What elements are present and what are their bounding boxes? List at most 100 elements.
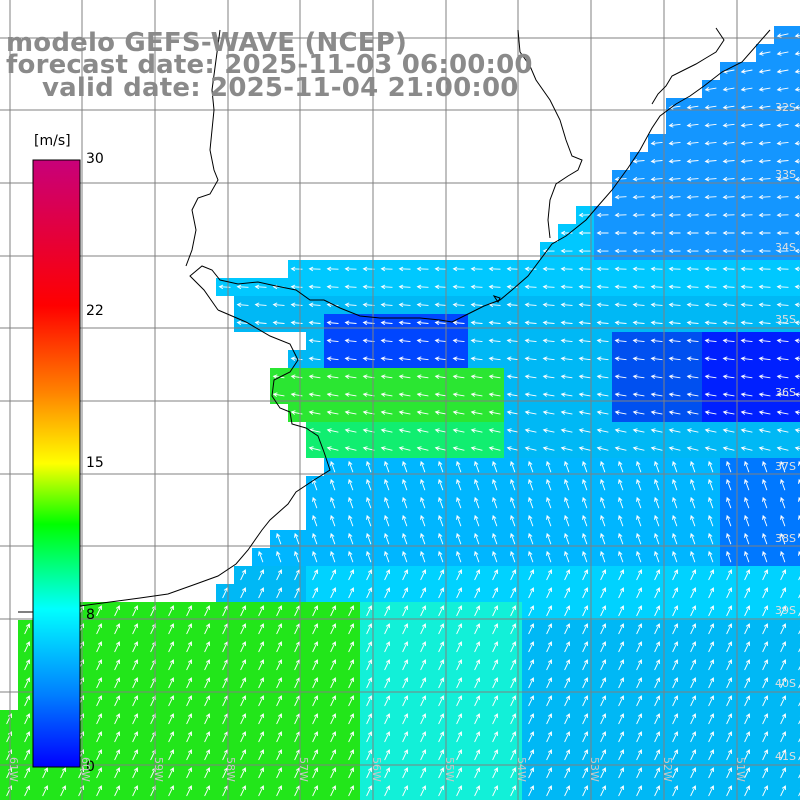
wind-arrow: [668, 212, 681, 218]
wind-arrow: [704, 248, 717, 254]
wind-arrow: [596, 266, 609, 272]
wind-arrow: [596, 284, 609, 290]
wind-arrow: [600, 496, 606, 509]
wind-arrow: [654, 785, 661, 797]
wind-arrow: [672, 695, 679, 707]
wind-arrow: [780, 514, 786, 527]
wind-arrow: [474, 460, 480, 473]
wind-arrow: [636, 569, 643, 581]
wind-arrow: [690, 641, 697, 653]
wind-arrow: [326, 356, 339, 361]
wind-arrow: [420, 623, 427, 635]
wind-arrow: [254, 320, 267, 326]
wind-arrow: [456, 731, 463, 743]
wind-arrow: [132, 749, 139, 761]
wind-arrow: [452, 410, 465, 415]
wind-arrow: [114, 659, 121, 671]
wind-arrow: [330, 677, 337, 689]
wind-arrow: [672, 713, 679, 725]
wind-arrow: [596, 212, 609, 218]
wind-arrow: [758, 446, 771, 451]
wind-arrow: [402, 496, 408, 509]
wind-arrow: [758, 428, 771, 433]
wind-arrow: [560, 248, 573, 254]
wind-arrow: [506, 428, 519, 433]
wind-arrow: [780, 605, 787, 617]
wind-arrow: [78, 785, 85, 797]
wind-arrow: [758, 176, 771, 182]
wind-arrow: [492, 659, 499, 671]
wind-arrow: [330, 695, 337, 707]
wind-arrow: [546, 496, 552, 509]
wind-arrow: [744, 623, 751, 635]
wind-arrow: [384, 587, 391, 599]
wind-arrow: [492, 749, 499, 761]
wind-arrow: [308, 284, 321, 290]
wind-arrow: [762, 478, 768, 491]
wind-arrow: [258, 569, 265, 581]
wind-arrow: [794, 356, 800, 361]
wind-arrow: [668, 284, 681, 290]
wind-arrow: [704, 410, 717, 415]
wind-arrow: [330, 785, 337, 797]
wind-arrow: [546, 731, 553, 743]
colorbar-unit: [m/s]: [34, 133, 71, 149]
wind-arrow: [420, 478, 426, 491]
wind-arrow: [492, 713, 499, 725]
wind-arrow: [686, 410, 699, 415]
wind-arrow: [488, 338, 501, 344]
wind-arrow: [668, 248, 681, 254]
wind-arrow: [582, 623, 589, 635]
wind-arrow: [578, 374, 591, 379]
wind-arrow: [704, 87, 717, 92]
wind-arrow: [452, 302, 465, 308]
wind-arrow: [344, 374, 357, 379]
wind-arrow: [96, 785, 103, 797]
wind-cell: [792, 566, 800, 584]
wind-arrow: [596, 320, 609, 326]
wind-arrow: [618, 460, 624, 473]
wind-arrow: [704, 266, 717, 272]
wind-arrow: [240, 713, 247, 725]
wind-arrow: [330, 713, 337, 725]
wind-arrow: [402, 731, 409, 743]
wind-arrow: [542, 284, 555, 290]
wind-arrow: [294, 550, 300, 563]
wind-arrow: [776, 69, 789, 74]
wind-arrow: [704, 212, 717, 218]
wind-arrow: [600, 749, 607, 761]
wind-arrow: [276, 785, 283, 797]
wind-arrow: [582, 641, 589, 653]
lat-label-32s: 32S: [775, 101, 796, 114]
wind-arrow: [474, 767, 481, 779]
wind-arrow: [542, 428, 555, 433]
wind-arrow: [366, 659, 373, 671]
wind-arrow: [690, 623, 697, 635]
wind-arrow: [186, 731, 193, 743]
wind-arrow: [258, 713, 265, 725]
wind-arrow: [402, 514, 408, 527]
wind-arrow: [704, 428, 717, 433]
wind-arrow: [114, 605, 121, 617]
wind-arrow: [564, 641, 571, 653]
wind-arrow: [348, 478, 354, 491]
wind-arrow: [686, 140, 699, 146]
wind-arrow: [348, 731, 355, 743]
wind-arrow: [132, 659, 139, 671]
wind-arrow: [654, 496, 660, 509]
wind-arrow: [690, 478, 696, 491]
wind-arrow: [204, 659, 211, 671]
wind-arrow: [722, 446, 735, 451]
wind-arrow: [564, 569, 571, 581]
wind-arrow: [114, 731, 121, 743]
wind-arrow: [470, 446, 483, 451]
wind-arrow: [744, 713, 751, 725]
wind-arrow: [776, 140, 789, 146]
wind-arrow: [276, 587, 283, 599]
wind-arrow: [492, 478, 498, 491]
wind-arrow: [690, 695, 697, 707]
wind-arrow: [740, 123, 753, 128]
wind-arrow: [276, 569, 283, 581]
lat-label-33s: 33S: [775, 168, 796, 181]
wind-arrow: [420, 460, 426, 473]
